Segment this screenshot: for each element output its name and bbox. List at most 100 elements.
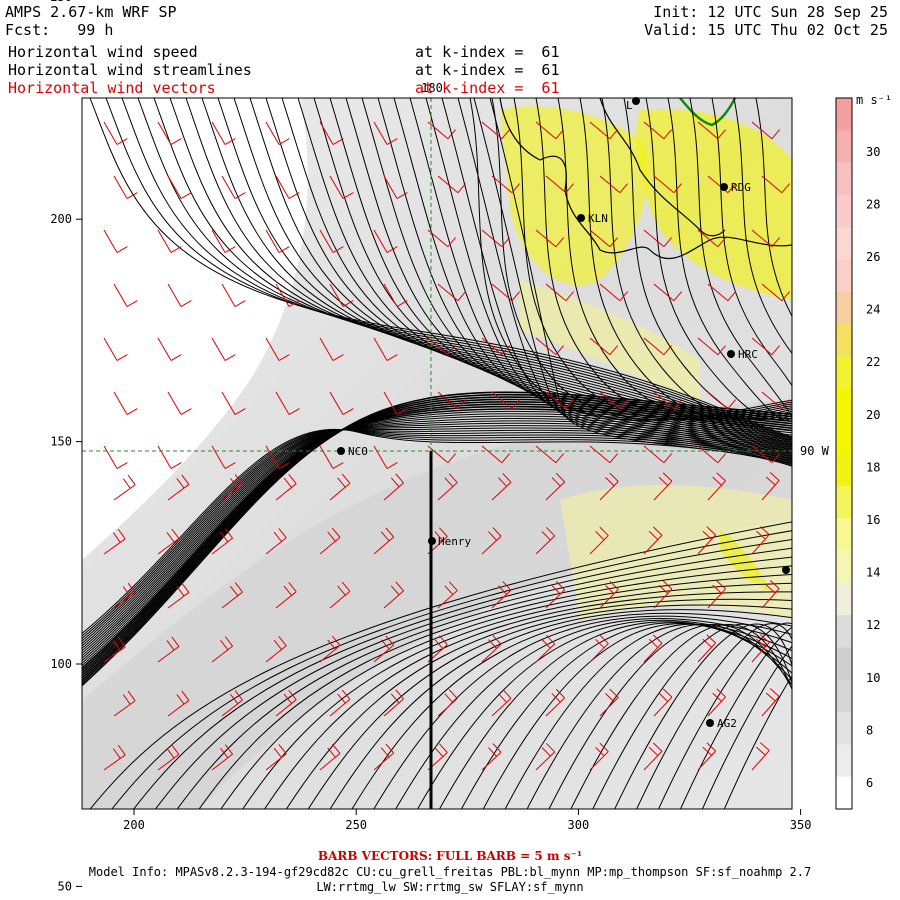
wind-barb [103,121,128,145]
wind-barb [599,391,629,410]
wind-barb [761,283,791,302]
wind-barb [491,283,521,302]
wind-barb [373,229,398,253]
wind-barb [265,445,290,469]
wind-barb [275,283,300,307]
streamline [592,623,792,809]
streamline [133,539,792,809]
colorbar-label: 28 [866,197,880,211]
colorbar-band [836,130,852,164]
streamline [373,615,792,809]
wind-barb [697,229,727,248]
wind-barb [707,391,737,410]
streamline [469,98,792,421]
streamline [526,624,792,809]
colorbar-label: 16 [866,513,880,527]
wind-barb [437,581,458,609]
wind-barb [707,472,726,501]
wind-barb [113,474,136,501]
streamline [579,98,792,420]
wind-barb [751,121,781,140]
station-marker-rdg [720,183,728,191]
y-tick-label: 150 [50,435,72,449]
wind-barb [599,472,619,501]
model-title: AMPS 2.67-km WRF SP [5,3,177,21]
wind-barb [437,391,467,410]
wind-barb [275,391,300,415]
wind-barb [599,175,629,194]
colorbar-label: 30 [866,145,880,159]
wind-barb [599,580,619,609]
wind-barb [157,445,182,469]
wind-barb [437,283,467,302]
streamline [82,429,792,639]
wind-barb [751,229,781,248]
colorbar-band [836,356,852,390]
wind-barb-group [103,121,791,771]
wind-barb [265,229,290,253]
streamline [645,98,792,421]
field-wind-speed-level: at k-index = 61 [415,43,560,61]
wind-barb [167,175,192,199]
colorbar-band [836,259,852,293]
wind-barb [589,742,609,771]
wind-barb [491,581,512,609]
wind-barb [265,528,287,555]
streamline [82,428,792,647]
wind-barb [265,636,287,663]
streamline [198,565,792,809]
colorbar-band [836,582,852,616]
station-label-nco: NCO [348,445,368,458]
streamline [307,604,792,809]
colorbar-band [836,550,852,584]
colorbar-label: 12 [866,618,880,632]
streamline [491,98,792,421]
wind-barb [103,636,126,663]
streamline [548,624,792,809]
wind-barb [761,472,780,501]
wind-barb [113,283,138,307]
wind-barb [589,229,619,248]
wind-barb [103,744,126,771]
wind-barb [211,121,236,145]
field-streamlines: Horizontal wind streamlines [8,61,252,79]
x-tick-label: 200 [123,818,145,832]
wind-barb [329,283,354,307]
wind-barb [751,337,781,356]
streamline [82,408,792,670]
wind-barb [211,229,236,253]
map-field [82,98,792,809]
colorbar-band [836,776,852,810]
wind-barb [481,743,502,771]
streamline [723,674,792,809]
wind-barb [643,337,673,356]
station-marker-nco [337,447,345,455]
forecast-label-text: Fcst: [5,21,51,39]
wind-barb [383,391,408,415]
wind-barb [221,690,243,717]
wind-barb [103,528,126,555]
wind-barb [751,445,781,464]
y-tick-label: 100 [50,657,72,671]
wind-barb [653,580,673,609]
wind-barb [113,391,138,415]
wind-barb [535,229,565,248]
wind-barb [211,528,233,555]
streamline [513,98,792,421]
station-label-henry: Henry [438,535,471,548]
colorbar-label: 10 [866,671,880,685]
wind-barb [589,445,619,464]
wind-barb [643,229,673,248]
field-streamlines-level: at k-index = 61 [415,61,560,79]
wind-barb [653,175,683,194]
wind-barb [103,445,128,469]
wind-barb [103,337,128,361]
wind-barb [211,636,233,663]
wind-barb [643,526,663,555]
wind-barb [329,473,351,501]
streamline [242,582,792,809]
wind-barb [373,121,398,145]
station-label-rdg: RDG [731,181,751,194]
parallel-label: 90 W [800,444,830,458]
streamline [82,420,792,657]
